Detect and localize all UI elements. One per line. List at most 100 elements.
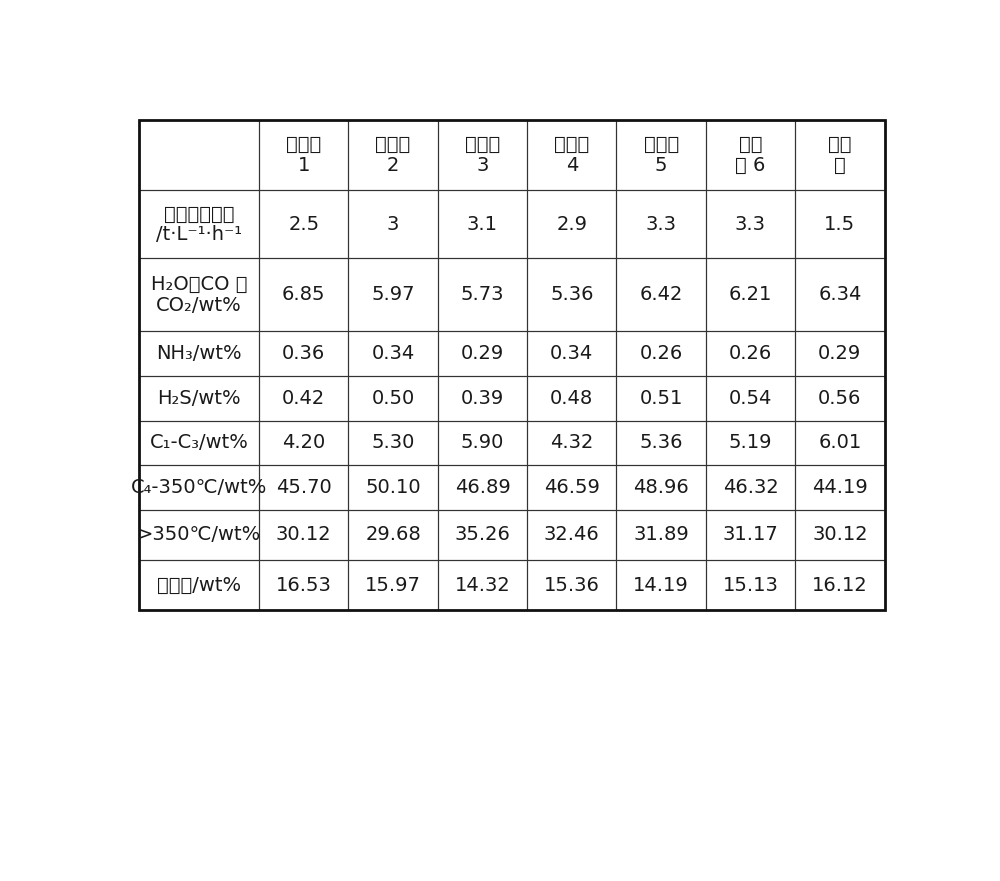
Text: 31.17: 31.17 (723, 525, 778, 544)
Bar (139, 120, 259, 190)
Bar (795, 331, 885, 376)
Text: 对比: 对比 (828, 135, 852, 154)
Bar (438, 376, 527, 420)
Text: 0.50: 0.50 (371, 389, 415, 408)
Bar (706, 258, 795, 331)
Text: NH₃/wt%: NH₃/wt% (156, 344, 242, 363)
Bar (348, 420, 438, 465)
Bar (438, 560, 527, 610)
Bar (616, 420, 706, 465)
Text: C₁-C₃/wt%: C₁-C₃/wt% (150, 433, 248, 453)
Text: 15.13: 15.13 (723, 575, 778, 595)
Bar (706, 190, 795, 258)
Bar (527, 376, 616, 420)
Text: 4: 4 (566, 156, 578, 175)
Bar (706, 510, 795, 560)
Bar (259, 465, 348, 510)
Text: 32.46: 32.46 (544, 525, 600, 544)
Bar (139, 190, 259, 258)
Text: 0.34: 0.34 (550, 344, 593, 363)
Text: >350℃/wt%: >350℃/wt% (137, 525, 261, 544)
Bar (706, 376, 795, 420)
Bar (348, 120, 438, 190)
Text: /t·L⁻¹·h⁻¹: /t·L⁻¹·h⁻¹ (156, 225, 242, 244)
Text: 0.48: 0.48 (550, 389, 593, 408)
Text: 实施: 实施 (739, 135, 762, 154)
Text: 30.12: 30.12 (276, 525, 332, 544)
Bar (527, 420, 616, 465)
Text: 44.19: 44.19 (812, 478, 868, 497)
Bar (259, 560, 348, 610)
Bar (259, 510, 348, 560)
Text: 0.26: 0.26 (729, 344, 772, 363)
Text: 6.34: 6.34 (818, 285, 862, 304)
Bar (616, 510, 706, 560)
Text: 3: 3 (476, 156, 489, 175)
Bar (616, 120, 706, 190)
Text: 14.19: 14.19 (633, 575, 689, 595)
Text: 5.30: 5.30 (371, 433, 415, 453)
Text: 30.12: 30.12 (812, 525, 868, 544)
Text: 5.73: 5.73 (461, 285, 504, 304)
Bar (616, 331, 706, 376)
Bar (527, 465, 616, 510)
Text: 15.36: 15.36 (544, 575, 600, 595)
Bar (706, 465, 795, 510)
Bar (706, 120, 795, 190)
Text: 0.36: 0.36 (282, 344, 325, 363)
Text: 实施例: 实施例 (465, 135, 500, 154)
Bar (438, 510, 527, 560)
Bar (348, 560, 438, 610)
Bar (527, 190, 616, 258)
Bar (259, 190, 348, 258)
Bar (438, 190, 527, 258)
Bar (616, 258, 706, 331)
Bar (139, 258, 259, 331)
Text: 0.34: 0.34 (371, 344, 415, 363)
Text: 实施例: 实施例 (286, 135, 321, 154)
Text: 46.89: 46.89 (455, 478, 510, 497)
Text: 3: 3 (387, 215, 399, 233)
Text: 15.97: 15.97 (365, 575, 421, 595)
Text: 16.53: 16.53 (276, 575, 332, 595)
Text: 3.3: 3.3 (735, 215, 766, 233)
Text: 0.26: 0.26 (640, 344, 683, 363)
Bar (139, 331, 259, 376)
Bar (795, 190, 885, 258)
Text: H₂O、CO 和: H₂O、CO 和 (151, 275, 247, 294)
Bar (259, 120, 348, 190)
Text: CO₂/wt%: CO₂/wt% (156, 296, 242, 315)
Text: 1: 1 (298, 156, 310, 175)
Text: 48.96: 48.96 (633, 478, 689, 497)
Bar (259, 331, 348, 376)
Bar (139, 510, 259, 560)
Text: C₄-350℃/wt%: C₄-350℃/wt% (131, 478, 267, 497)
Text: 6.21: 6.21 (729, 285, 772, 304)
Text: 0.29: 0.29 (461, 344, 504, 363)
Text: 0.39: 0.39 (461, 389, 504, 408)
Bar (706, 560, 795, 610)
Bar (706, 420, 795, 465)
Text: 2.9: 2.9 (556, 215, 587, 233)
Text: 例: 例 (834, 156, 846, 175)
Bar (527, 560, 616, 610)
Bar (348, 510, 438, 560)
Bar (795, 420, 885, 465)
Text: 5.36: 5.36 (639, 433, 683, 453)
Bar (348, 465, 438, 510)
Bar (616, 376, 706, 420)
Text: 实施例: 实施例 (554, 135, 589, 154)
Text: 3.3: 3.3 (646, 215, 677, 233)
Text: 0.42: 0.42 (282, 389, 325, 408)
Text: 6.01: 6.01 (818, 433, 861, 453)
Text: 5.19: 5.19 (729, 433, 772, 453)
Text: 油灰渣/wt%: 油灰渣/wt% (157, 575, 241, 595)
Bar (139, 465, 259, 510)
Text: 14.32: 14.32 (455, 575, 510, 595)
Bar (438, 120, 527, 190)
Bar (438, 465, 527, 510)
Bar (259, 258, 348, 331)
Bar (438, 420, 527, 465)
Bar (706, 331, 795, 376)
Text: 实施例: 实施例 (644, 135, 679, 154)
